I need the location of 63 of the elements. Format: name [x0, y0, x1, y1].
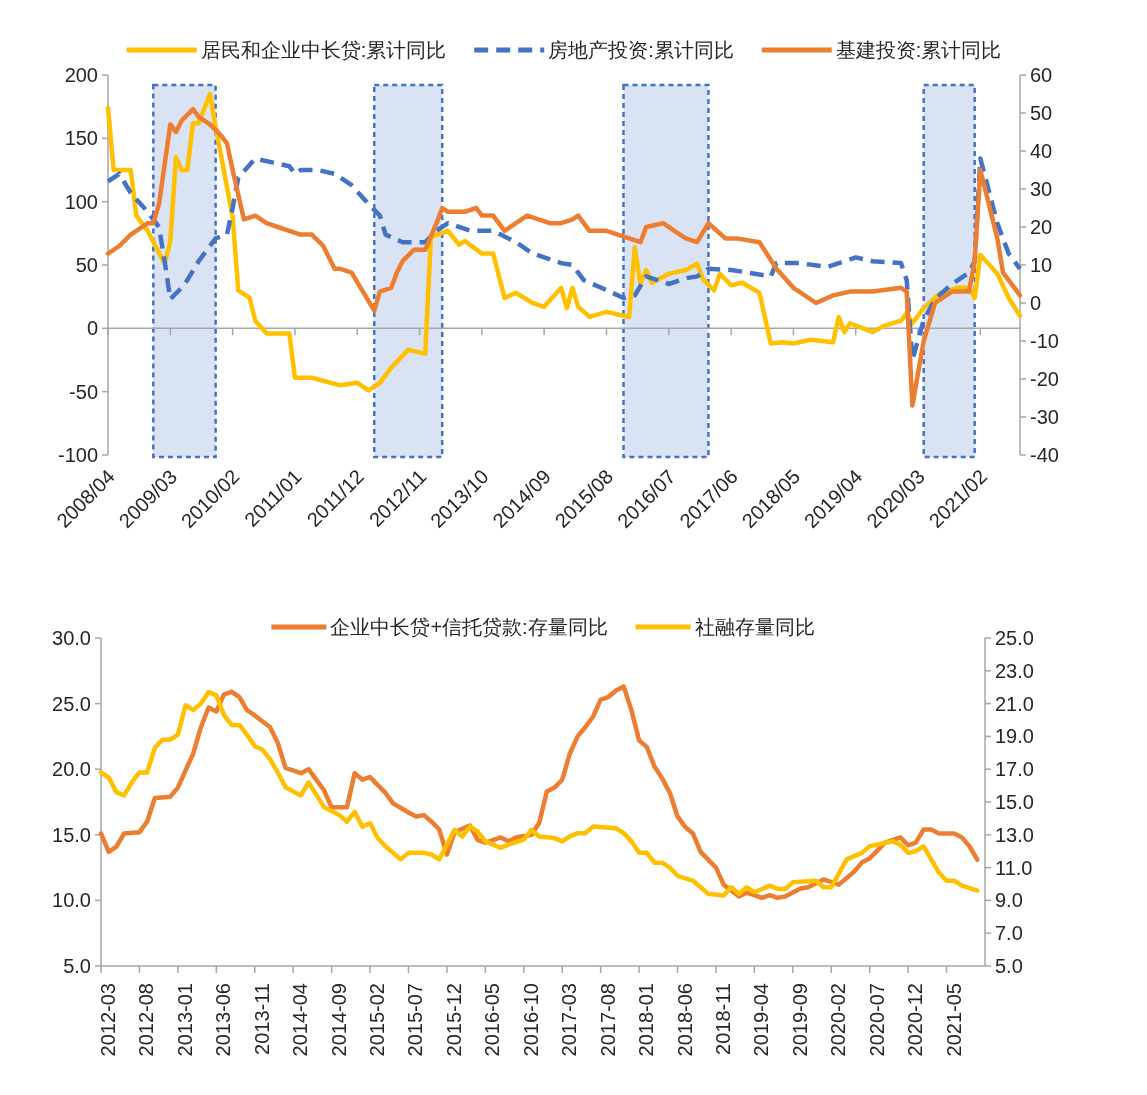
y2-tick-label: 19.0	[995, 725, 1034, 748]
y-tick-label: 10.0	[52, 889, 91, 912]
legend-label: 基建投资:累计同比	[835, 39, 1002, 61]
y-tick-label: -100	[57, 444, 98, 466]
y2-tick-label: 5.0	[995, 955, 1023, 977]
y2-tick-label: 13.0	[995, 823, 1034, 846]
x-tick-label: 2014-09	[327, 983, 350, 1057]
x-tick-label: 2013-01	[173, 983, 196, 1057]
legend-label: 居民和企业中长贷:累计同比	[200, 39, 447, 61]
x-tick-label: 2013-06	[212, 983, 235, 1057]
y-tick-label: 200	[64, 64, 98, 86]
legend-label: 企业中长贷+信托贷款:存量同比	[330, 616, 608, 638]
y2-tick-label: 17.0	[995, 758, 1034, 781]
y2-tick-label: -40	[1030, 444, 1059, 466]
y-tick-label: 30.0	[52, 627, 91, 649]
y2-tick-label: 10	[1030, 254, 1053, 276]
x-tick-label: 2021-05	[942, 983, 965, 1057]
x-tick-label: 2015-07	[404, 983, 427, 1057]
x-tick-label: 2018-06	[673, 983, 696, 1057]
y2-tick-label: 23.0	[995, 659, 1034, 682]
y2-tick-label: 20	[1030, 216, 1053, 238]
x-tick-label: 2019-04	[750, 983, 773, 1057]
y-tick-label: 5.0	[63, 955, 91, 977]
x-tick-label: 2017-03	[558, 983, 581, 1057]
y2-tick-label: 60	[1030, 64, 1053, 86]
y-tick-label: 15.0	[52, 823, 91, 846]
x-tick-label: 2015-02	[366, 983, 389, 1057]
y2-tick-label: 25.0	[995, 627, 1034, 649]
y2-tick-label: 9.0	[995, 889, 1023, 912]
y2-tick-label: 15.0	[995, 791, 1034, 813]
y-tick-label: 150	[64, 127, 98, 150]
x-tick-label: 2018-01	[635, 983, 658, 1057]
y-tick-label: 50	[75, 254, 98, 276]
x-tick-label: 2015-12	[442, 983, 465, 1057]
x-tick-label: 2020-02	[827, 983, 850, 1057]
y2-tick-label: -30	[1030, 406, 1059, 428]
y2-tick-label: 7.0	[995, 922, 1023, 945]
legend-label: 房地产投资:累计同比	[548, 39, 734, 61]
x-tick-label: 2020-12	[904, 983, 927, 1057]
y-tick-label: 20.0	[52, 758, 91, 781]
y2-tick-label: 30	[1030, 178, 1053, 200]
x-tick-label: 2014-04	[289, 983, 312, 1057]
x-tick-label: 2013-11	[250, 983, 273, 1055]
y2-tick-label: 0	[1030, 292, 1042, 314]
x-tick-label: 2018-11	[711, 983, 734, 1055]
y2-tick-label: -10	[1030, 330, 1059, 352]
x-tick-label: 2020-07	[865, 983, 888, 1057]
x-tick-label: 2019-09	[788, 983, 811, 1057]
y-tick-label: 25.0	[52, 692, 91, 715]
x-tick-label: 2012-08	[135, 983, 158, 1057]
y2-tick-label: 50	[1030, 102, 1053, 124]
legend-label: 社融存量同比	[694, 616, 815, 638]
y2-tick-label: 40	[1030, 140, 1053, 162]
y2-tick-label: 21.0	[995, 692, 1034, 715]
y2-tick-label: 11.0	[995, 856, 1033, 879]
x-tick-label: 2017-08	[596, 983, 619, 1057]
y-tick-label: -50	[69, 380, 98, 403]
y-tick-label: 100	[64, 190, 98, 213]
x-tick-label: 2016-05	[481, 983, 504, 1057]
x-tick-label: 2016-10	[519, 983, 542, 1057]
y2-tick-label: -20	[1030, 368, 1059, 390]
y-tick-label: 0	[86, 317, 98, 340]
x-tick-label: 2012-03	[97, 983, 119, 1057]
